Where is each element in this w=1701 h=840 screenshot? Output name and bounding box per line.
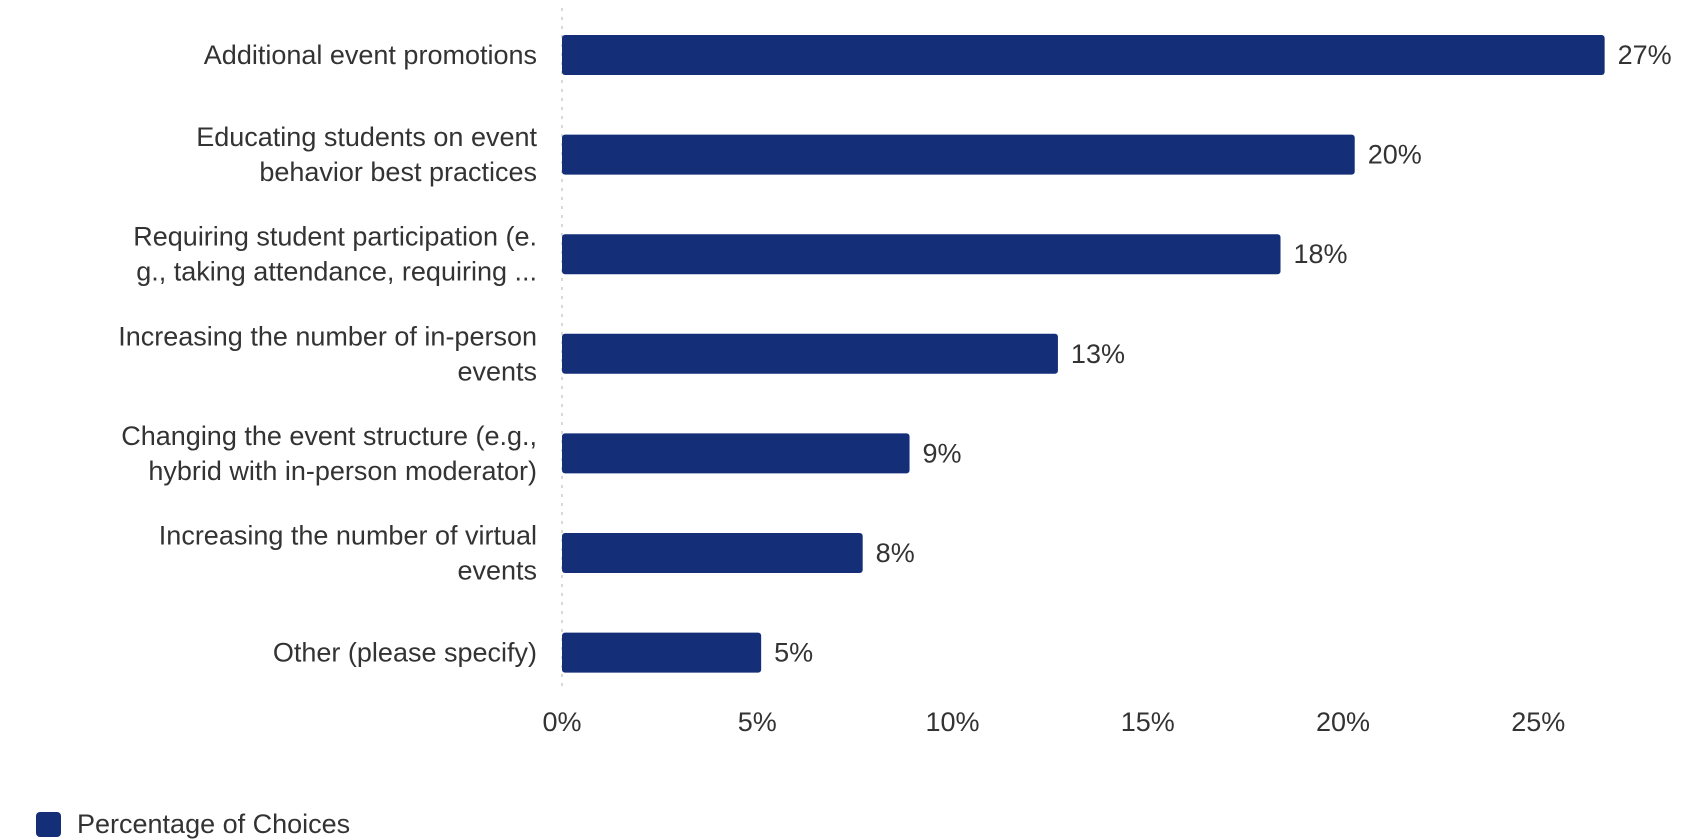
legend-swatch [36,812,61,837]
category-label: Increasing the number of virtual events [159,521,537,586]
data-label: 20% [1368,140,1422,170]
data-label: 9% [923,438,962,468]
data-label: 18% [1294,239,1348,269]
category-label: Other (please specify) [273,638,537,668]
bar [562,533,863,573]
data-label: 27% [1618,40,1672,70]
x-tick-label: 10% [925,707,979,737]
bar [562,433,910,474]
data-label: 13% [1071,339,1125,369]
bar [562,134,1355,175]
bar [562,234,1281,275]
data-label: 8% [876,538,915,568]
data-label: 5% [774,638,813,668]
legend: Percentage of Choices [36,809,350,840]
category-label: Changing the event structure (e.g., hybri… [121,421,537,486]
x-tick-label: 15% [1121,707,1175,737]
category-label: Increasing the number of in-person events [118,321,537,386]
x-tick-label: 5% [738,707,777,737]
legend-label: Percentage of Choices [77,809,351,839]
x-tick-label: 20% [1316,707,1370,737]
bar [562,35,1605,75]
bar [562,333,1058,374]
chart-plot-area: Additional event promotions 27% Educating … [118,8,1672,737]
category-label: Educating students on event behavior best… [196,122,537,187]
category-label: Requiring student participation (e. g., t… [133,222,537,287]
bar [562,632,762,673]
x-tick-label: 0% [542,707,581,737]
category-label: Additional event promotions [204,40,537,70]
x-tick-label: 25% [1511,707,1565,737]
